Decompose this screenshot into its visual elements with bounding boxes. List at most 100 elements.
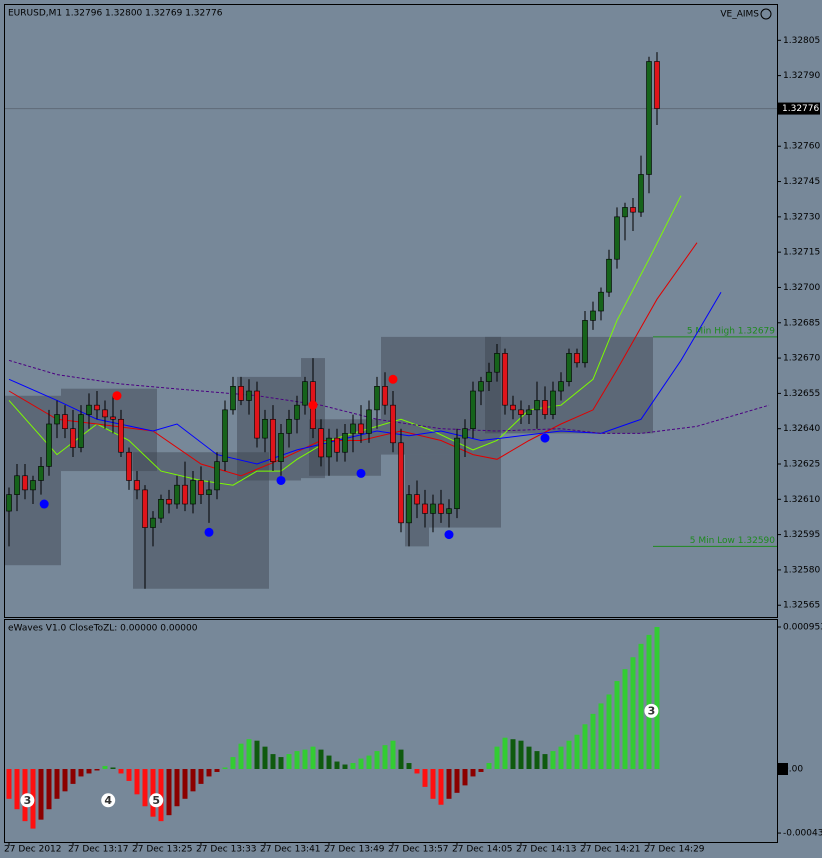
wave-label: 3: [24, 794, 32, 807]
histogram-bar: [182, 768, 188, 799]
histogram-bar: [614, 681, 620, 769]
y-tick-label: 1.32685: [783, 318, 820, 328]
histogram-bar: [478, 768, 484, 772]
histogram-bar: [142, 768, 148, 807]
x-tick-label: 27 Dec 2012: [4, 845, 62, 855]
wave-label: 5: [152, 794, 160, 807]
wave-label: 3: [648, 704, 656, 717]
indicator-title: eWaves V1.0 CloseToZL: 0.00000 0.00000: [8, 624, 198, 634]
histogram-bar: [590, 713, 596, 769]
y-tick-label: -0.00043: [783, 829, 822, 839]
candle-body: [638, 174, 644, 213]
x-tick-label: 27 Dec 13:49: [324, 845, 385, 855]
candle-body: [62, 414, 68, 429]
histogram-bar: [102, 766, 108, 769]
candle-body: [614, 216, 620, 260]
y-tick-label: 1.32625: [783, 460, 820, 470]
candle-body: [478, 381, 484, 392]
candle-body: [430, 503, 436, 514]
level-label: 5 Min High 1.32679: [687, 326, 775, 336]
candle-body: [14, 475, 20, 495]
histogram-bar: [334, 761, 340, 769]
y-tick-label: 1.32760: [783, 142, 820, 152]
overlay: 1.32805 1.32790 1.32760 1.32745 1.32730 1.327…: [4, 36, 822, 855]
histogram-bar: [278, 757, 284, 769]
candle-body: [526, 409, 532, 415]
histogram-bar: [406, 763, 412, 769]
histogram-bar: [150, 768, 156, 817]
histogram-bar: [318, 749, 324, 769]
x-tick-label: 27 Dec 13:57: [388, 845, 449, 855]
wave-label: 4: [104, 794, 112, 807]
histogram-bar: [414, 768, 420, 774]
histogram-bar: [542, 754, 548, 769]
wave-marker: [101, 793, 116, 808]
histogram-bar: [526, 746, 532, 769]
candle-body: [382, 386, 388, 406]
histogram-bar: [14, 768, 20, 810]
candle-body: [494, 353, 500, 373]
y-tick-label: 1.32730: [783, 212, 820, 222]
candle-body: [110, 416, 116, 420]
candle-body: [358, 423, 364, 434]
candle-body: [134, 480, 140, 491]
candle-body: [558, 381, 564, 392]
histogram-bar: [270, 754, 276, 769]
histogram-bar: [350, 763, 356, 769]
histogram-bar: [6, 768, 12, 799]
histogram-bar: [638, 643, 644, 769]
histogram-bar: [110, 767, 116, 769]
candle-body: [534, 400, 540, 411]
candle-body: [622, 207, 628, 218]
y-tick-label: 1.32790: [783, 71, 820, 81]
y-tick-label: 1.32580: [783, 565, 820, 575]
histogram-bar: [126, 768, 132, 781]
signal-dot: [388, 374, 398, 384]
range-box: [429, 454, 501, 528]
zero-label-box: [778, 762, 788, 775]
candle-body: [294, 404, 300, 420]
histogram-bar: [246, 739, 252, 769]
histogram-bar: [518, 740, 524, 769]
y-tick-label: 1.32805: [783, 36, 820, 46]
candle-body: [374, 386, 380, 411]
histogram-bar: [558, 746, 564, 769]
histogram-bar: [94, 768, 100, 771]
histogram-bar: [534, 751, 540, 769]
candle-body: [198, 480, 204, 495]
candle-body: [654, 61, 660, 109]
histogram-bar: [46, 768, 52, 810]
histogram-bar: [78, 768, 84, 777]
sub-frame: [4, 619, 778, 843]
candle-body: [206, 489, 212, 495]
x-tick-label: 27 Dec 13:33: [196, 845, 257, 855]
x-tick-label: 27 Dec 13:41: [260, 845, 321, 855]
y-tick-label: 1.32715: [783, 248, 820, 258]
candle-body: [70, 428, 76, 448]
histogram-bar: [254, 740, 260, 769]
candle-body: [646, 61, 652, 175]
candle-body: [438, 503, 444, 514]
signal-dot: [356, 468, 366, 478]
symbol-info: EURUSD,M1 1.32796 1.32800 1.32769 1.3277…: [8, 9, 223, 19]
histogram-bar: [302, 749, 308, 769]
main-frame: [4, 4, 778, 618]
y-tick-label: 1.32745: [783, 177, 820, 187]
candle-body: [542, 400, 548, 415]
range-box: [381, 336, 501, 455]
signal-dot: [308, 400, 318, 410]
histogram-bar: [262, 746, 268, 769]
histogram-bar: [62, 768, 68, 792]
candle-body: [606, 258, 612, 293]
signal-dot: [540, 433, 550, 443]
y-tick-label: 0.000953: [783, 623, 822, 633]
histogram-bar: [646, 634, 652, 769]
candle-body: [78, 414, 84, 448]
histogram-bar: [582, 724, 588, 769]
histogram-bar: [158, 768, 164, 822]
histogram-bar: [70, 768, 76, 784]
candle-body: [166, 499, 172, 505]
histogram-bar: [54, 768, 60, 799]
histogram-bar: [214, 768, 220, 772]
